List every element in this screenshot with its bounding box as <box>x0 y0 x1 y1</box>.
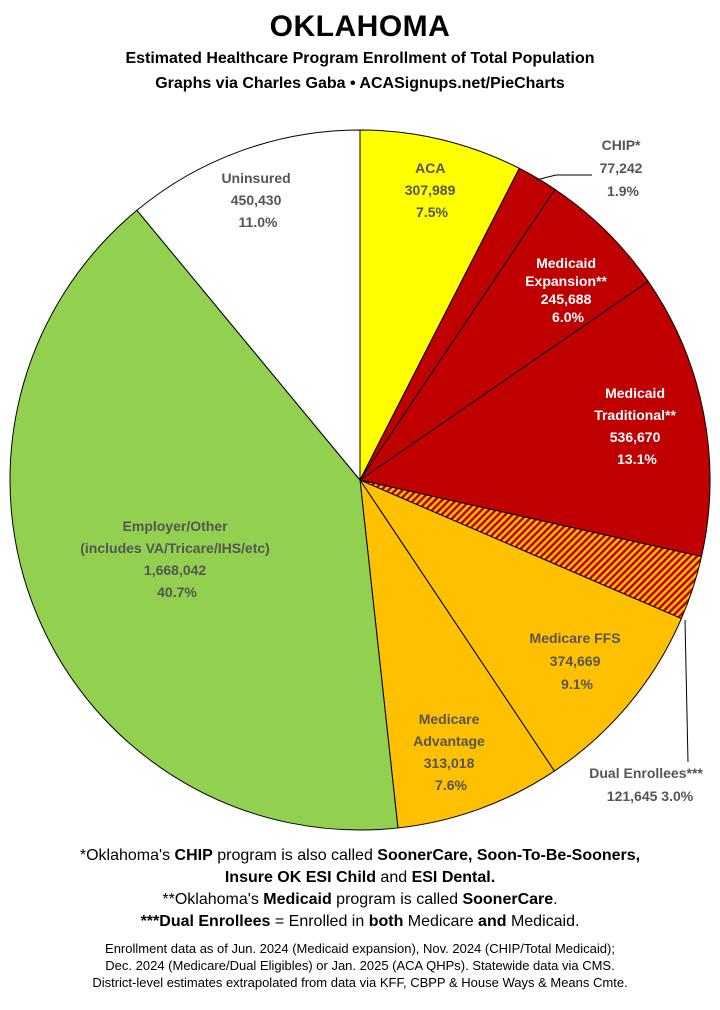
footnote-dual: ***Dual Enrollees = Enrolled in both Med… <box>140 913 580 930</box>
chip-label: CHIP* 77,242 1.9% <box>600 137 647 199</box>
pie-chart: ACA 307,989 7.5% CHIP* 77,242 1.9% Medic… <box>9 129 711 831</box>
medicaid-traditional-label: Medicaid Traditional** 536,670 13.1% <box>594 385 680 467</box>
medicare-ffs-label: Medicare FFS 374,669 9.1% <box>530 630 625 692</box>
pie-slice-uninsured <box>136 129 361 482</box>
chart-credit: Graphs via Charles Gaba • ACASignups.net… <box>155 75 565 92</box>
medicare-advantage-label: Medicare Advantage 313,018 7.6% <box>413 711 488 793</box>
dual-leader-line <box>684 619 689 763</box>
pie-slice-medicare-advantage <box>359 479 556 829</box>
footnote-chip-cont: Insure OK ESI Child and ESI Dental. <box>224 869 496 886</box>
footnote-chip: *Oklahoma's CHIP program is also called … <box>79 847 641 864</box>
uninsured-label: Uninsured 450,430 11.0% <box>221 170 294 230</box>
pie-slice-medicaid-expansion <box>359 188 650 481</box>
aca-label: ACA 307,989 7.5% <box>405 160 460 220</box>
footer-line: District-level estimates extrapolated fr… <box>92 975 628 990</box>
pie-slice-aca <box>359 129 520 481</box>
medicaid-expansion-label: Medicaid Expansion** 245,688 6.0% <box>525 255 611 325</box>
employer-other-label: Employer/Other (includes VA/Tricare/IHS/… <box>80 518 273 600</box>
pie-slice-medicare-ffs <box>358 478 683 772</box>
data-source-footer: Enrollment data as of Jun. 2024 (Medicai… <box>0 940 720 991</box>
footer-line: Dec. 2024 (Medicare/Dual Eligibles) or J… <box>105 958 615 973</box>
footnotes: *Oklahoma's CHIP program is also called … <box>0 845 720 933</box>
footer-line: Enrollment data as of Jun. 2024 (Medicai… <box>105 941 615 956</box>
chip-leader-line <box>535 174 592 181</box>
pie-slice-medicaid-traditional <box>358 280 711 558</box>
chart-subtitle: Estimated Healthcare Program Enrollment … <box>125 50 595 67</box>
chart-title: OKLAHOMA <box>269 10 451 43</box>
pie-slice-employer-other-includes-va-tricare-ihs-etc <box>9 209 399 831</box>
dual-enrollees-label: Dual Enrollees*** 121,645 3.0% <box>589 765 707 804</box>
footnote-medicaid: **Oklahoma's Medicaid program is called … <box>162 891 558 908</box>
